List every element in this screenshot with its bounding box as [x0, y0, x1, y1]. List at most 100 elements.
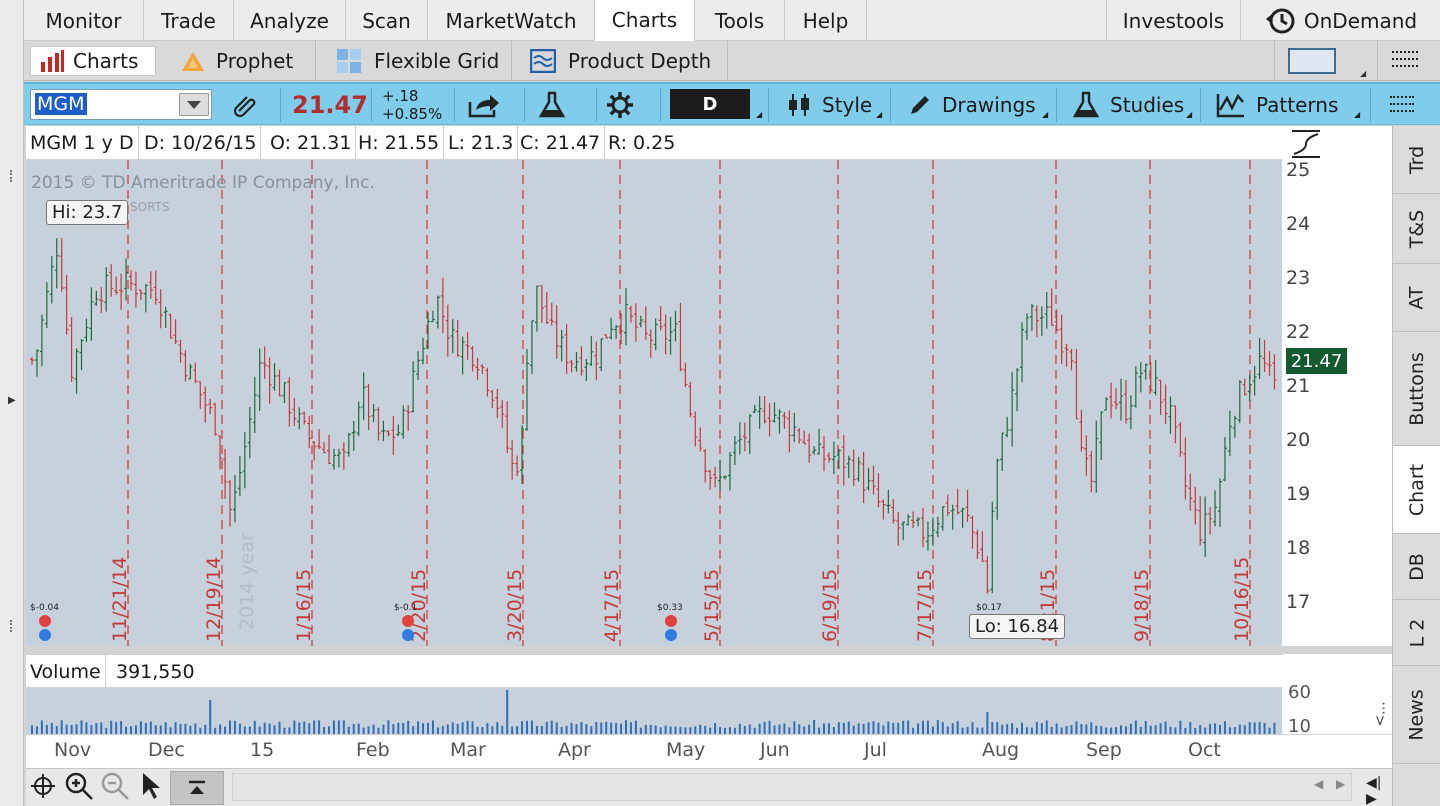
drawings-button[interactable]: Drawings: [908, 84, 1036, 126]
volume-bar: [516, 726, 519, 734]
scroll-left-icon[interactable]: ◀: [1314, 777, 1324, 791]
dividend-icon[interactable]: [665, 615, 677, 627]
expand-left-arrow-icon[interactable]: ▶: [8, 395, 16, 406]
volume-bar: [620, 723, 623, 734]
subtab-product-depth[interactable]: Product Depth: [512, 41, 728, 81]
volume-bar: [417, 721, 420, 734]
volume-bar: [560, 726, 563, 734]
settings-button[interactable]: [606, 84, 650, 126]
tab-marketwatch[interactable]: MarketWatch: [428, 0, 595, 41]
volume-bar: [1268, 727, 1271, 734]
volume-bar: [347, 726, 350, 734]
expand-chart-button[interactable]: [170, 771, 224, 805]
volume-chart[interactable]: [26, 688, 1282, 734]
time-axis[interactable]: Nov Dec 15 Feb Mar Apr May Jun Jul Aug Sep Oct: [26, 734, 1392, 768]
pointer-cursor-icon[interactable]: [140, 771, 164, 801]
volume-bar: [664, 725, 667, 734]
volume-info-bar: Volume 391,550: [26, 654, 1282, 689]
volume-bar: [154, 725, 157, 734]
expiration-labels: 11/21/14 12/19/14 1/16/15 2/20/15 3/20/15 4/1…: [109, 557, 1253, 642]
dividend-icon[interactable]: [402, 615, 414, 627]
subtab-charts[interactable]: Charts: [30, 46, 156, 76]
volume-bar: [813, 720, 816, 734]
volume-axis[interactable]: 60 10 <...: [1282, 654, 1392, 737]
volume-bar: [1129, 723, 1132, 734]
investools-link[interactable]: Investools: [1106, 0, 1241, 41]
earnings-bulb-icon[interactable]: [402, 629, 414, 641]
info-open: O: 21.31: [266, 126, 357, 160]
subtab-flexible-grid[interactable]: Flexible Grid: [316, 41, 512, 81]
volume-bar: [1030, 727, 1033, 734]
scale-toggle-icon[interactable]: [1286, 128, 1326, 160]
ondemand-label: OnDemand: [1303, 8, 1418, 33]
zoom-out-icon[interactable]: [100, 771, 130, 801]
ondemand-clock-icon: [1265, 8, 1295, 33]
year-marker: 2014 year: [236, 533, 258, 630]
tab-label: Help: [802, 8, 849, 33]
style-button[interactable]: Style: [786, 84, 872, 126]
earnings-bulb-icon[interactable]: [665, 629, 677, 641]
tab-at[interactable]: AT: [1393, 264, 1440, 332]
flask-icon: [1072, 91, 1100, 118]
volume-bar: [1154, 725, 1157, 734]
volume-label[interactable]: Volume: [26, 655, 106, 689]
aggregation-button[interactable]: D: [670, 89, 750, 119]
price-axis[interactable]: 25 24 23 22 21 20 19 18 17 21.47: [1282, 126, 1392, 646]
volume-bar: [1070, 725, 1073, 734]
tab-charts[interactable]: Charts: [595, 0, 695, 41]
volume-bar: [1016, 727, 1019, 734]
dropdown-corner-icon: ◢: [756, 110, 763, 119]
dividend-icon[interactable]: [39, 615, 51, 627]
price-chart[interactable]: 11/21/14 12/19/14 1/16/15 2/20/15 3/20/15 4/1…: [26, 160, 1282, 646]
resize-horizontal-icon[interactable]: ◀|▶: [1366, 775, 1382, 806]
subtab-menu-icon[interactable]: [1392, 49, 1418, 71]
subtab-prophet[interactable]: Prophet: [164, 41, 316, 81]
tab-trade[interactable]: Trade: [144, 0, 234, 41]
volume-bar: [625, 720, 627, 734]
layout-selector-button[interactable]: [1288, 48, 1336, 74]
tab-news[interactable]: News: [1393, 666, 1440, 764]
ondemand-button[interactable]: OnDemand: [1241, 0, 1440, 41]
tab-l2[interactable]: L 2: [1393, 600, 1440, 666]
link-button[interactable]: [232, 84, 272, 126]
scroll-right-icon[interactable]: ▶: [1336, 777, 1346, 791]
volume-bar: [357, 723, 360, 734]
symbol-dropdown-button[interactable]: [179, 93, 209, 116]
dropdown-corner-icon: ◢: [1354, 110, 1361, 119]
flask-button[interactable]: [538, 84, 582, 126]
divider: [660, 88, 661, 122]
symbol-input[interactable]: MGM: [30, 89, 212, 120]
studies-button[interactable]: Studies: [1072, 84, 1184, 126]
tab-trd[interactable]: Trd: [1393, 126, 1440, 194]
symbol-input-value[interactable]: MGM: [35, 93, 87, 115]
expiration-date-label: 1/16/15: [293, 569, 315, 642]
zoom-in-icon[interactable]: [64, 771, 94, 801]
patterns-button[interactable]: Patterns: [1216, 84, 1338, 126]
tab-help[interactable]: Help: [785, 0, 867, 41]
tab-tns[interactable]: T&S: [1393, 194, 1440, 264]
divider: [524, 88, 525, 122]
volume-bar: [35, 726, 38, 734]
volume-bar: [60, 720, 63, 734]
tab-chart[interactable]: Chart: [1393, 446, 1440, 534]
tab-tools[interactable]: Tools: [695, 0, 785, 41]
info-symbol-period[interactable]: MGM 1 y D: [26, 126, 139, 160]
volume-bar: [1243, 725, 1246, 734]
time-scrollbar[interactable]: [232, 773, 1352, 801]
volume-bar: [441, 725, 444, 734]
tab-analyze[interactable]: Analyze: [234, 0, 346, 41]
toolbar-menu-icon[interactable]: [1390, 96, 1414, 116]
tab-scan[interactable]: Scan: [346, 0, 428, 41]
earnings-bulb-icon[interactable]: [39, 629, 51, 641]
tab-db[interactable]: DB: [1393, 534, 1440, 600]
volume-bar: [565, 725, 568, 734]
volume-bar: [1223, 721, 1226, 734]
share-arrow-icon: [468, 95, 499, 118]
tab-monitor[interactable]: Monitor: [24, 0, 144, 41]
collapse-arrows-icon[interactable]: <...: [1372, 701, 1389, 727]
divider: [596, 88, 597, 122]
share-button[interactable]: [468, 84, 512, 126]
volume-bar: [600, 722, 603, 734]
crosshair-icon[interactable]: [30, 773, 56, 799]
tab-buttons[interactable]: Buttons: [1393, 332, 1440, 446]
